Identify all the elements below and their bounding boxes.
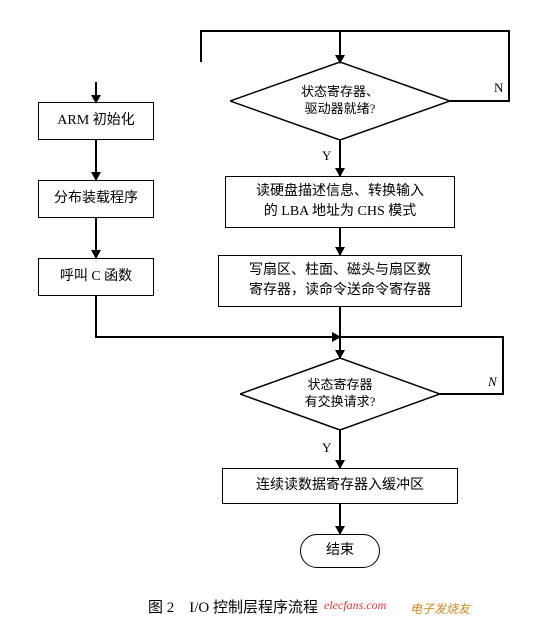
arrow-icon	[91, 250, 101, 259]
flowchart-container: ARM 初始化 分布装载程序 呼叫 C 函数 状态寄存器、 驱动器就绪? 读硬盘…	[0, 0, 553, 633]
label-n2: N	[488, 374, 497, 390]
edge	[200, 30, 202, 62]
arrow-icon	[91, 172, 101, 181]
node-text-l1: 读硬盘描述信息、转换输入	[256, 184, 424, 199]
watermark-text: 电子发烧友	[410, 600, 470, 617]
arrow-icon	[335, 460, 345, 469]
decision-text-l1: 状态寄存器	[307, 377, 372, 392]
edge	[200, 30, 340, 32]
edge	[440, 393, 504, 395]
node-call-c: 呼叫 C 函数	[38, 258, 154, 296]
edge	[341, 336, 504, 338]
node-text-l2: 的 LBA 地址为 CHS 模式	[264, 204, 416, 219]
node-text: 呼叫 C 函数	[60, 267, 132, 287]
arrow-icon	[335, 247, 345, 256]
decision-text-l1: 状态寄存器、	[301, 84, 379, 99]
node-write-registers: 写扇区、柱面、磁头与扇区数 寄存器，读命令送命令寄存器	[218, 255, 462, 307]
node-read-data-buffer: 连续读数据寄存器入缓冲区	[222, 468, 458, 504]
decision-text-l2: 有交换请求?	[305, 394, 376, 409]
edge	[95, 296, 97, 338]
decision-status-ready: 状态寄存器、 驱动器就绪?	[230, 62, 450, 140]
decision-text-l2: 驱动器就绪?	[305, 101, 376, 116]
arrow-icon	[91, 95, 101, 104]
node-text: 结束	[326, 541, 354, 561]
arrow-icon	[335, 55, 345, 64]
arrow-icon	[335, 350, 345, 359]
node-text-l1: 写扇区、柱面、磁头与扇区数	[249, 263, 431, 278]
edge	[508, 30, 510, 102]
decision-exchange-request: 状态寄存器 有交换请求?	[240, 358, 440, 430]
label-n1: N	[494, 80, 503, 96]
node-read-disk-info: 读硬盘描述信息、转换输入 的 LBA 地址为 CHS 模式	[225, 176, 455, 228]
node-text: 连续读数据寄存器入缓冲区	[256, 476, 424, 496]
node-text: ARM 初始化	[57, 111, 134, 131]
label-y1: Y	[322, 148, 331, 164]
watermark-url: elecfans.com	[324, 598, 386, 613]
label-y2: Y	[322, 440, 331, 456]
figure-caption: 图 2 I/O 控制层程序流程	[148, 596, 318, 617]
edge	[339, 30, 510, 32]
edge	[95, 336, 341, 338]
node-end: 结束	[300, 534, 380, 568]
node-text-l2: 寄存器，读命令送命令寄存器	[249, 283, 431, 298]
node-text: 分布装载程序	[54, 189, 138, 209]
arrow-icon	[335, 526, 345, 535]
edge	[450, 100, 510, 102]
node-arm-init: ARM 初始化	[38, 102, 154, 140]
edge	[502, 336, 504, 395]
node-load-program: 分布装载程序	[38, 180, 154, 218]
arrow-icon	[335, 168, 345, 177]
